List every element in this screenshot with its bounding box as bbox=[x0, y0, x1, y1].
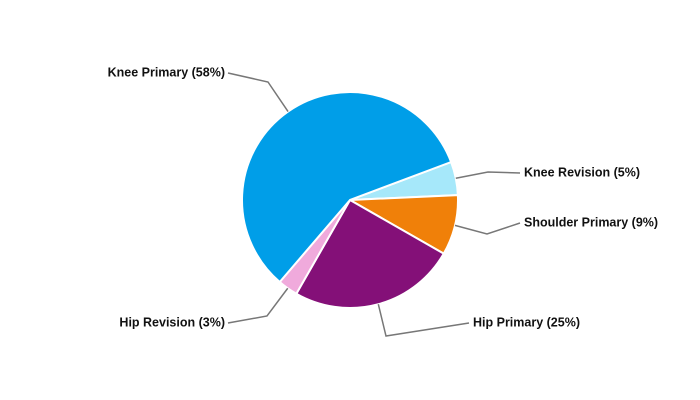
slice-label: Hip Primary (25%) bbox=[473, 315, 580, 329]
leader-line bbox=[227, 72, 289, 112]
leader-line bbox=[454, 222, 521, 235]
slice-label: Knee Primary (58%) bbox=[108, 65, 225, 79]
leader-line bbox=[227, 287, 289, 324]
leader-line bbox=[377, 304, 470, 337]
leader-line bbox=[455, 171, 521, 180]
slice-label: Hip Revision (3%) bbox=[119, 315, 225, 329]
slice-label: Knee Revision (5%) bbox=[524, 165, 640, 179]
slice-label: Shoulder Primary (9%) bbox=[524, 215, 658, 229]
